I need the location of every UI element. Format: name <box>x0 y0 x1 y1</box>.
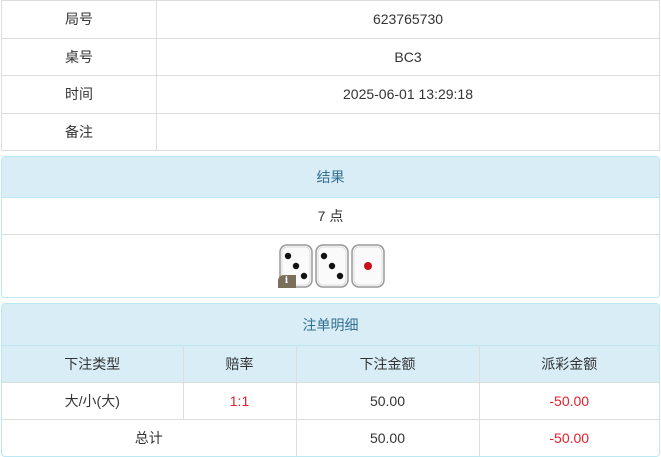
total-payout: -50.00 <box>549 429 590 446</box>
payout: -50.00 <box>479 382 659 420</box>
total-amount: 50.00 <box>296 419 480 456</box>
table-row: 大/小(大) 1:1 50.00 -50.00 <box>2 382 659 420</box>
time-value: 2025-06-01 13:29:18 <box>156 75 660 114</box>
info-row-table: 桌号 BC3 <box>1 37 660 76</box>
result-points: 7 点 <box>2 198 659 235</box>
table-number: BC3 <box>156 37 660 76</box>
die-3-icon <box>314 244 349 288</box>
label: 时间 <box>1 75 157 114</box>
die-3-icon: i <box>277 244 313 288</box>
result-title: 结果 <box>2 157 659 198</box>
label: 备注 <box>1 112 157 151</box>
total-label: 总计 <box>2 419 297 456</box>
header-odds: 赔率 <box>183 346 297 383</box>
dice-row: i <box>2 235 659 297</box>
bet-details-title: 注单明细 <box>2 304 659 346</box>
info-badge-icon[interactable]: i <box>277 275 296 288</box>
total-row: 总计 50.00 -50.00 <box>2 419 659 456</box>
round-number: 623765730 <box>156 0 660 39</box>
header-bet-amount: 下注金额 <box>296 346 480 383</box>
label: 桌号 <box>1 37 157 76</box>
header-bet-type: 下注类型 <box>2 346 184 383</box>
bet-details-table: 下注类型 赔率 下注金额 派彩金额 大/小(大) 1:1 50.00 -50.0… <box>2 346 659 456</box>
die-1-icon <box>350 244 385 288</box>
info-row-round: 局号 623765730 <box>1 0 660 39</box>
result-panel: 结果 7 点 i <box>1 156 660 298</box>
info-row-remark: 备注 <box>1 112 660 151</box>
odds: 1:1 <box>183 382 297 420</box>
bet-type: 大/小(大) <box>2 382 184 420</box>
label: 局号 <box>1 0 157 39</box>
bet-amount: 50.00 <box>296 382 480 420</box>
round-info-table: 局号 623765730 桌号 BC3 时间 2025-06-01 13:29:18 … <box>1 0 660 151</box>
info-row-time: 时间 2025-06-01 13:29:18 <box>1 75 660 114</box>
header-payout: 派彩金额 <box>479 346 659 383</box>
remark-value <box>156 112 660 151</box>
bet-details-panel: 注单明细 下注类型 赔率 下注金额 派彩金额 大/小(大) 1:1 50.00 … <box>1 303 660 457</box>
